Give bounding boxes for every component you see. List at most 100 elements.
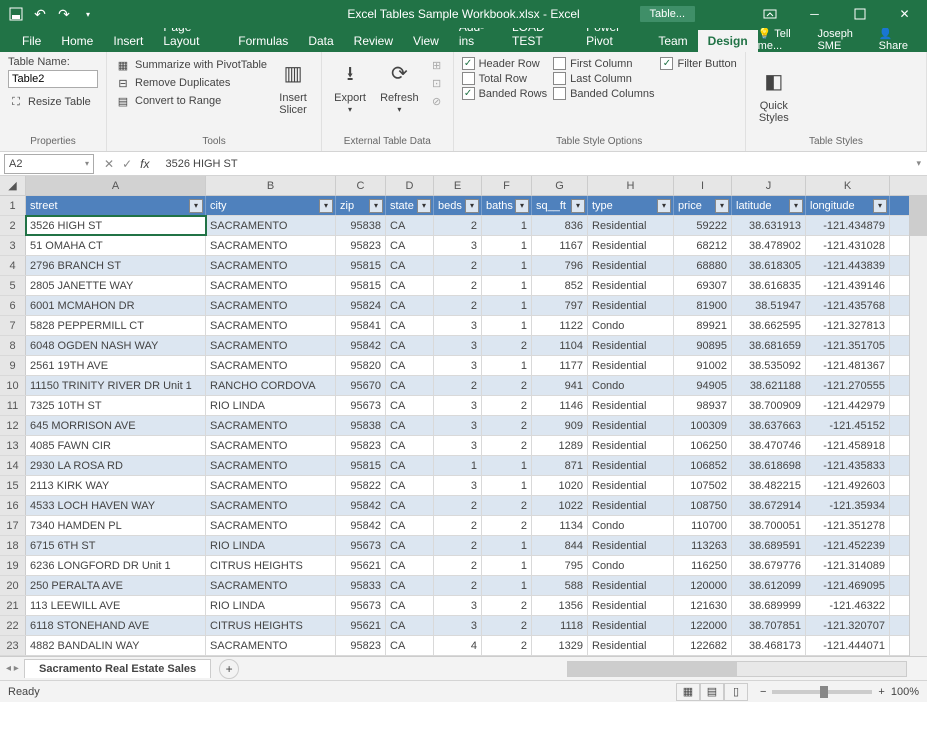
cell[interactable]: CA: [386, 536, 434, 555]
cell[interactable]: 1134: [532, 516, 588, 535]
cell[interactable]: 2: [482, 336, 532, 355]
cell[interactable]: -121.439146: [806, 276, 890, 295]
cell[interactable]: 68880: [674, 256, 732, 275]
cell[interactable]: 122000: [674, 616, 732, 635]
cell[interactable]: Residential: [588, 536, 674, 555]
cell[interactable]: 3: [434, 416, 482, 435]
cell[interactable]: Residential: [588, 276, 674, 295]
cell[interactable]: CA: [386, 216, 434, 235]
fx-icon[interactable]: fx: [140, 157, 149, 171]
convert-range-button[interactable]: ▤Convert to Range: [115, 92, 267, 110]
add-sheet-button[interactable]: +: [219, 659, 239, 679]
cell[interactable]: RANCHO CORDOVA: [206, 376, 336, 395]
cell[interactable]: 1: [482, 256, 532, 275]
cell[interactable]: 250 PERALTA AVE: [26, 576, 206, 595]
col-header-K[interactable]: K: [806, 176, 890, 195]
cell[interactable]: 2113 KIRK WAY: [26, 476, 206, 495]
last-col-checkbox[interactable]: Last Column: [553, 71, 654, 86]
cell[interactable]: 2: [482, 496, 532, 515]
cell[interactable]: 106852: [674, 456, 732, 475]
cell[interactable]: 1: [434, 456, 482, 475]
cell[interactable]: CA: [386, 256, 434, 275]
cell[interactable]: 95842: [336, 496, 386, 515]
cell[interactable]: 98937: [674, 396, 732, 415]
cell[interactable]: 909: [532, 416, 588, 435]
cell[interactable]: 95673: [336, 536, 386, 555]
cell[interactable]: 59222: [674, 216, 732, 235]
save-icon[interactable]: [8, 6, 24, 22]
table-header-latitude[interactable]: latitude▾: [732, 196, 806, 215]
cell[interactable]: -121.351705: [806, 336, 890, 355]
cell[interactable]: SACRAMENTO: [206, 356, 336, 375]
cell[interactable]: 106250: [674, 436, 732, 455]
cell[interactable]: 107502: [674, 476, 732, 495]
cell[interactable]: Residential: [588, 236, 674, 255]
cell[interactable]: -121.492603: [806, 476, 890, 495]
cell[interactable]: 2: [482, 376, 532, 395]
cell[interactable]: -121.452239: [806, 536, 890, 555]
cell[interactable]: -121.435768: [806, 296, 890, 315]
tab-home[interactable]: Home: [51, 30, 103, 52]
cell[interactable]: 38.470746: [732, 436, 806, 455]
row-header-22[interactable]: 22: [0, 616, 26, 635]
cell[interactable]: 38.672914: [732, 496, 806, 515]
row-header-15[interactable]: 15: [0, 476, 26, 495]
cell[interactable]: 91002: [674, 356, 732, 375]
col-header-B[interactable]: B: [206, 176, 336, 195]
cell[interactable]: 1146: [532, 396, 588, 415]
horizontal-scrollbar[interactable]: [567, 661, 907, 677]
tell-me-button[interactable]: 💡 Tell me...: [758, 27, 806, 52]
resize-table-button[interactable]: ⛶Resize Table: [8, 94, 98, 110]
cell[interactable]: SACRAMENTO: [206, 476, 336, 495]
cell[interactable]: 113263: [674, 536, 732, 555]
cell[interactable]: SACRAMENTO: [206, 456, 336, 475]
cell[interactable]: 6118 STONEHAND AVE: [26, 616, 206, 635]
row-header-3[interactable]: 3: [0, 236, 26, 255]
cell[interactable]: 38.535092: [732, 356, 806, 375]
cell[interactable]: 1289: [532, 436, 588, 455]
table-header-price[interactable]: price▾: [674, 196, 732, 215]
cell[interactable]: -121.45152: [806, 416, 890, 435]
col-header-C[interactable]: C: [336, 176, 386, 195]
cell[interactable]: Condo: [588, 376, 674, 395]
cell[interactable]: 95823: [336, 636, 386, 655]
cell[interactable]: 797: [532, 296, 588, 315]
cell[interactable]: 2: [434, 536, 482, 555]
cell[interactable]: 120000: [674, 576, 732, 595]
cell[interactable]: Residential: [588, 216, 674, 235]
enter-formula-icon[interactable]: ✓: [122, 157, 132, 171]
table-header-beds[interactable]: beds▾: [434, 196, 482, 215]
cell[interactable]: 68212: [674, 236, 732, 255]
total-row-checkbox[interactable]: Total Row: [462, 71, 548, 86]
remove-duplicates-button[interactable]: ⊟Remove Duplicates: [115, 74, 267, 92]
cell[interactable]: 2: [434, 496, 482, 515]
row-header-8[interactable]: 8: [0, 336, 26, 355]
cell[interactable]: 3: [434, 316, 482, 335]
cell[interactable]: 95820: [336, 356, 386, 375]
cell[interactable]: Condo: [588, 516, 674, 535]
table-header-state[interactable]: state▾: [386, 196, 434, 215]
row-header-7[interactable]: 7: [0, 316, 26, 335]
cell[interactable]: 95815: [336, 276, 386, 295]
cell[interactable]: 2: [482, 396, 532, 415]
cell[interactable]: 7340 HAMDEN PL: [26, 516, 206, 535]
row-header-19[interactable]: 19: [0, 556, 26, 575]
cell[interactable]: 3: [434, 476, 482, 495]
row-header-11[interactable]: 11: [0, 396, 26, 415]
cell[interactable]: 95838: [336, 416, 386, 435]
ribbon-options-icon[interactable]: [747, 0, 792, 28]
cell[interactable]: 6001 MCMAHON DR: [26, 296, 206, 315]
cell[interactable]: 2: [434, 216, 482, 235]
cell[interactable]: Residential: [588, 356, 674, 375]
cell[interactable]: SACRAMENTO: [206, 416, 336, 435]
cell[interactable]: 2: [482, 416, 532, 435]
expand-formula-icon[interactable]: ▾: [910, 158, 927, 169]
cell[interactable]: CA: [386, 236, 434, 255]
cell[interactable]: -121.35934: [806, 496, 890, 515]
cell[interactable]: CITRUS HEIGHTS: [206, 616, 336, 635]
cell[interactable]: CA: [386, 596, 434, 615]
cell[interactable]: SACRAMENTO: [206, 636, 336, 655]
row-header-20[interactable]: 20: [0, 576, 26, 595]
cell[interactable]: 2: [434, 296, 482, 315]
cell[interactable]: SACRAMENTO: [206, 316, 336, 335]
